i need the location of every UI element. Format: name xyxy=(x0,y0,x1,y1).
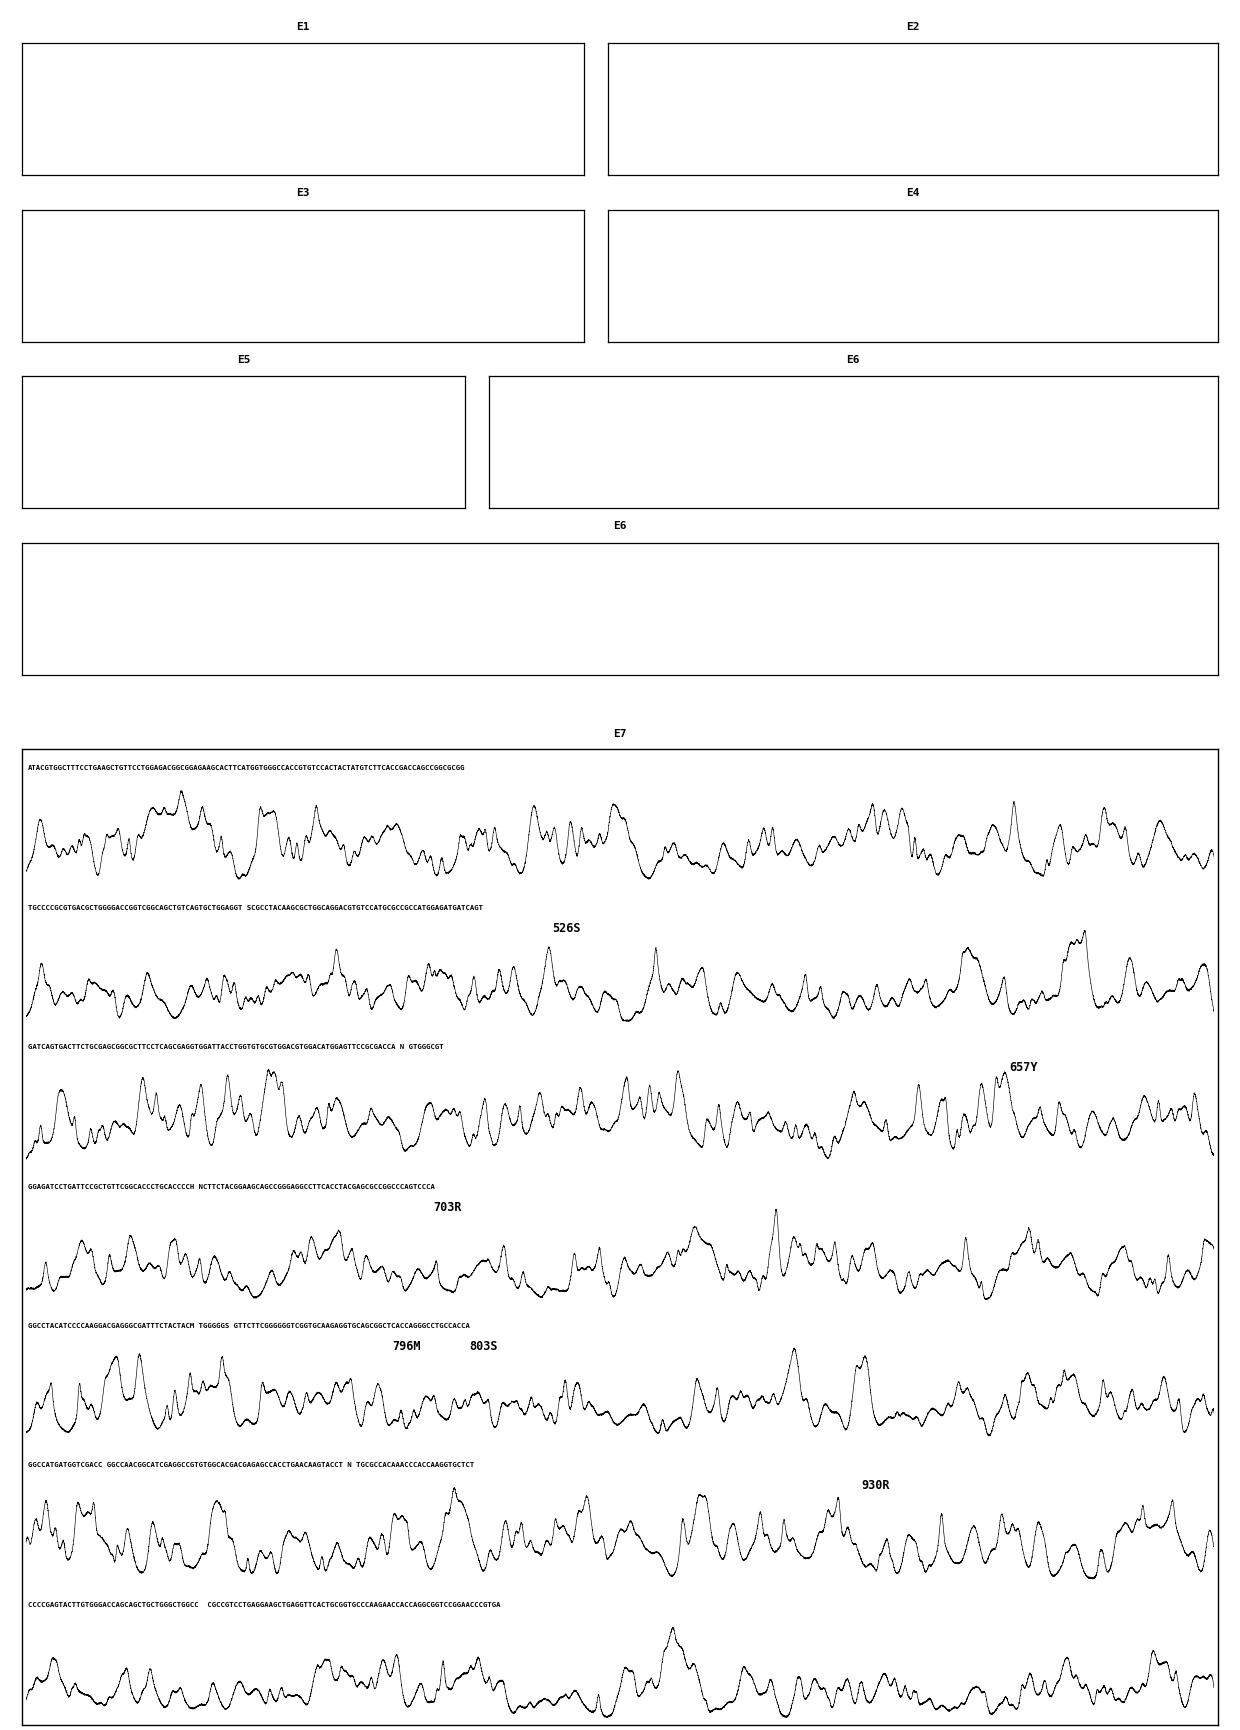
Text: GAAAACCAAAATGCCACGCACTTCGACCTATGATCCTTTCCTAATAATGCTTGTCTTGGTCTTGTTTGG: GAAAACCAAAATGCCACGCACTTCGACCTATGATCCTTTC… xyxy=(613,57,897,64)
Text: 28R: 28R xyxy=(556,76,577,90)
Text: E2: E2 xyxy=(906,22,920,31)
Text: GGAGATCCTGATTCCGCTGTTCGGCACCCTGCACCCCH NCTTCTACGGAAGCAGCCGGGAGGCCTTCACCTACGAGCGC: GGAGATCCTGATTCCGCTGTTCGGCACCCTGCACCCCH N… xyxy=(29,1183,435,1190)
Text: 657Y: 657Y xyxy=(1009,1060,1038,1074)
Text: ATGGCCGAGGTGTTGCGGACGCTGGCCR: ATGGCCGAGGTGTTGCGGACGCTGGCCR xyxy=(26,57,149,64)
Text: GGCCTACATCCCCAAGGACGAGGGCGATTTCTACTACM TGGGGGS GTTCTTCGGGGGGTCGGTGCAAGAGGTGCAGCG: GGCCTACATCCCCAAGGACGAGGGCGATTTCTACTACM T… xyxy=(29,1323,470,1329)
Text: GATCAGTGACTTCTGCGAGCGGCGCTTCCTCAGCGAGGTGGATTACCTGGTGTGCGTGGACGTGGACATGGAGTTCCGCG: GATCAGTGACTTCTGCGAGCGGCGCTTCCTCAGCGAGGTG… xyxy=(29,1045,444,1050)
Text: E6: E6 xyxy=(847,355,859,365)
Text: 526S: 526S xyxy=(552,922,580,934)
Text: E6: E6 xyxy=(614,521,626,531)
Text: GATGGTCTACCCCCAGCCAAAGGTGCTGACACCGTG: GATGGTCTACCCCCAGCCAAAGGTGCTGACACCGTG xyxy=(25,391,184,396)
Text: E3: E3 xyxy=(296,189,310,199)
Text: E7: E7 xyxy=(614,728,626,739)
Text: ATCGACATCCTCAACGAGCAGTTCAGGCTCCJGCTCCA  AGAACACCACCATTGGGTTAACTGTGTTTGCCATCAAGAA: ATCGACATCCTCAACGAGCAGTTCAGGCTCCJGCTCCA A… xyxy=(31,557,381,562)
Text: KWRGRARGRVEKTCTYSKKGKKACCCCTTGGCTGGCTCCCATTGTCTGGGAGGGCACR TCAAC: KWRGRARGRVEKTCTYSKKGKKACCCCTTGGCTGGCTCCC… xyxy=(494,391,758,396)
Text: E1: E1 xyxy=(296,22,310,31)
Text: E4: E4 xyxy=(906,189,920,199)
Text: 297R: 297R xyxy=(1151,412,1179,424)
Text: 803S: 803S xyxy=(469,1341,497,1353)
Text: ATACGTGGCTTTCCTGAAGCTGTTCCTGGAGACGGCGGAGAAGCACTTCATGGTGGGCCACCGTGTCCACTACTATGTCT: ATACGTGGCTTTCCTGAAGCTGTTCCTGGAGACGGCGGAG… xyxy=(29,765,466,772)
Text: TTACGGGGTCCTAAGCCCCAGAAGTCTAATGCCAGGAAGCCTGGAACGGGGGTTCTG: TTACGGGGTCCTAAGCCCCAGAAGTCTAATGCCAGGAAGC… xyxy=(26,223,269,230)
Text: 703R: 703R xyxy=(434,1201,463,1214)
Text: 261G/del: 261G/del xyxy=(738,412,795,424)
Text: E5: E5 xyxy=(237,355,250,365)
Text: 796M: 796M xyxy=(392,1341,420,1353)
Text: CCCCGAGTACTTGTGGGACCAGCAGCTGCTGGGCTGGCC  CGCCGTCCTGAGGAAGCTGAGGTTCACTGCGGTGCCCAA: CCCCGAGTACTTGTGGGACCAGCAGCTGCTGGGCTGGCC … xyxy=(29,1602,501,1607)
Text: GGCCATGATGGTCGACC GGCCAACGGCATCGAGGCCGTGTGGCACGACGAGAGCCACCTGAACAAGTACCT N TGCGC: GGCCATGATGGTCGACC GGCCAACGGCATCGAGGCCGTG… xyxy=(29,1462,475,1469)
Text: CATGGCTGTTAGGGAACCTGACCATCTGCAGCGCGTCTCGTTGCCAAG: CATGGCTGTTAGGGAACCTGACCATCTGCAGCGCGTCTCG… xyxy=(613,223,822,230)
Text: TGCCCCGCGTGACGCTGGGGACCGGTCGGCAGCTGTCAGTGCTGGAGGT SCGCCTACAAGCGCTGGCAGGACGTGTCCA: TGCCCCGCGTGACGCTGGGGACCGGTCGGCAGCTGTCAGT… xyxy=(29,905,484,912)
Text: 930R: 930R xyxy=(862,1479,890,1493)
